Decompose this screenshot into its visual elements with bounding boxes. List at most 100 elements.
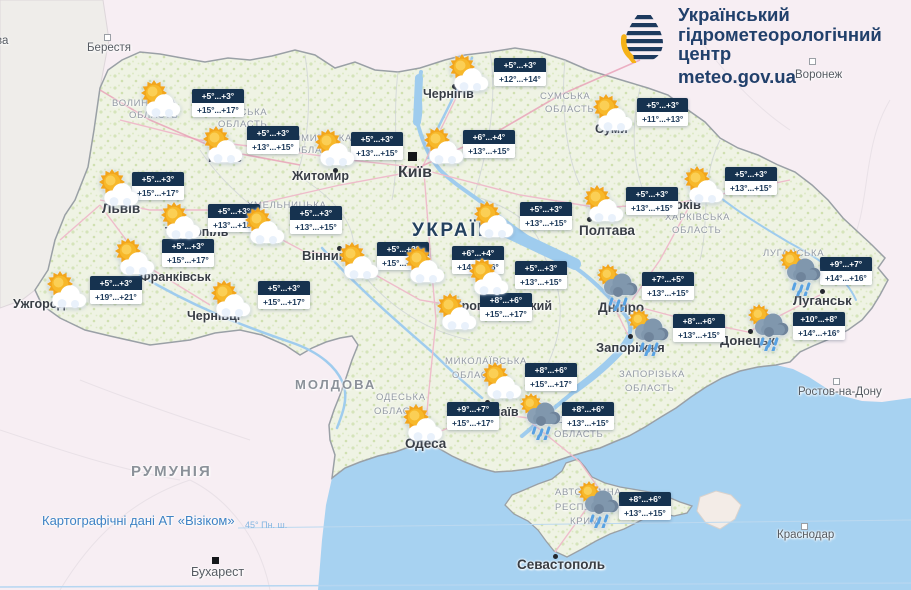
day-temp-range: +13°...+15°: [642, 286, 694, 300]
sun-cloud-icon: [469, 258, 509, 295]
sun-cloud-icon: [405, 246, 445, 283]
weather-icon-crimea: [574, 480, 622, 533]
day-temp-range: +13°...+15°: [520, 216, 572, 230]
night-temp-range: +5°...+3°: [90, 276, 142, 290]
weather-icon-vinnytsia: [334, 240, 382, 287]
day-temp-range: +13°...+15°: [562, 416, 614, 430]
city-label-luhansk: Луганськ: [793, 293, 852, 308]
day-temp-range: +13°...+15°: [351, 146, 403, 160]
night-temp-range: +5°...+3°: [637, 98, 689, 112]
weather-icon-kremenchuk: [464, 256, 512, 303]
city-square-marker: [212, 557, 219, 564]
weather-badge-kharkiv: +5°...+3° +13°...+15°: [725, 167, 777, 195]
weather-badge-dnipro: +7°...+5° +13°...+15°: [642, 272, 694, 300]
city-label-sevastopol: Севастополь: [517, 557, 606, 572]
map-label-fcity: Берестя: [87, 42, 131, 54]
day-temp-range: +15°...+17°: [258, 295, 310, 309]
sun-cloud-icon: [482, 362, 522, 399]
map-label-oblast: СУМСЬКА: [540, 91, 591, 102]
day-temp-range: +13°...+15°: [673, 328, 725, 342]
weather-badge-luhansk: +9°...+7° +14°...+16°: [820, 257, 872, 285]
rain-cloud-icon: [578, 481, 619, 531]
weather-icon-khmelnytskyi: [240, 205, 288, 252]
night-temp-range: +9°...+7°: [820, 257, 872, 271]
day-temp-range: +15°...+17°: [480, 307, 532, 321]
weather-badge-kyiv: +6°...+4° +13°...+15°: [463, 130, 515, 158]
map-label-oblast: ОБЛАСТЬ: [672, 225, 722, 236]
weather-badge-kremenchuk: +5°...+3° +13°...+15°: [515, 261, 567, 289]
city-square-marker: [801, 523, 808, 530]
city-label-kyiv: Київ: [398, 164, 432, 181]
weather-icon-uman: [400, 244, 448, 291]
day-temp-range: +12°...+14°: [494, 72, 546, 86]
weather-badge-chernivtsi: +5°...+3° +15°...+17°: [258, 281, 310, 309]
day-temp-range: +19°...+21°: [90, 290, 142, 304]
day-temp-range: +13°...+15°: [515, 275, 567, 289]
map-label-fcity: Ростов-на-Дону: [798, 386, 882, 398]
sun-cloud-icon: [161, 202, 201, 239]
weather-badge-zaporizhzhia: +8°...+6° +13°...+15°: [673, 314, 725, 342]
map-label-fcity: Краснодар: [777, 529, 835, 541]
country-label-moldova: МОЛДОВА: [295, 377, 377, 392]
weather-badge-ternopil: +5°...+3° +13°...+15°: [208, 204, 260, 232]
city-dot-marker: [820, 289, 825, 294]
night-temp-range: +5°...+3°: [494, 58, 546, 72]
weather-badge-poltava: +5°...+3° +13°...+15°: [626, 187, 678, 215]
rain-cloud-icon: [597, 264, 638, 314]
weather-badge-sumy: +5°...+3° +11°...+13°: [637, 98, 689, 126]
rain-cloud-icon: [748, 304, 789, 354]
day-temp-range: +13°...+15°: [463, 144, 515, 158]
map-label-oblast: ХАРКІВСЬКА: [665, 212, 731, 223]
city-square-marker: [408, 152, 417, 161]
weather-icon-kherson: [516, 392, 564, 445]
city-square-marker: [833, 378, 840, 385]
map-label-oblast: ВОЛИНСЬКА: [112, 98, 177, 109]
night-temp-range: +8°...+6°: [619, 492, 671, 506]
sun-cloud-icon: [437, 293, 477, 330]
weather-icon-zhytomyr: [310, 127, 358, 174]
night-temp-range: +5°...+3°: [258, 281, 310, 295]
night-temp-range: +8°...+6°: [480, 293, 532, 307]
weather-icon-ternopil: [156, 200, 204, 247]
city-square-marker: [104, 34, 111, 41]
night-temp-range: +7°...+5°: [642, 272, 694, 286]
weather-badge-zhytomyr: +5°...+3° +13°...+15°: [351, 132, 403, 160]
night-temp-range: +5°...+3°: [247, 126, 299, 140]
sun-cloud-icon: [211, 280, 251, 317]
map-label-oblast: ОБЛАСТЬ: [554, 429, 604, 440]
map-label-oblast: КРИМ: [570, 516, 600, 527]
sun-cloud-icon: [315, 129, 355, 166]
day-temp-range: +13°...+15°: [247, 140, 299, 154]
weather-badge-uzhhorod: +5°...+3° +19°...+21°: [90, 276, 142, 304]
night-temp-range: +5°...+3°: [132, 172, 184, 186]
map-label-oblast: ХМЕЛЬНИЦЬКА: [247, 200, 327, 211]
weather-icon-cherkasy: [469, 199, 517, 246]
city-dot-marker: [628, 334, 633, 339]
weather-icon-luhansk: [776, 248, 824, 301]
sun-cloud-icon: [141, 80, 181, 117]
sun-cloud-icon: [424, 127, 464, 164]
brand-header: Український гідрометеорологічний центр m…: [621, 5, 882, 86]
day-temp-range: +13°...+15°: [626, 201, 678, 215]
city-square-marker: [809, 58, 816, 65]
map-label-oblast: ОБЛАСТЬ: [545, 104, 595, 115]
weather-badge-mykolaiv: +8°...+6° +15°...+17°: [525, 363, 577, 391]
map-label-fcity: Бухарест: [191, 565, 245, 579]
night-temp-range: +5°...+3°: [208, 204, 260, 218]
city-dot-marker: [587, 217, 592, 222]
weather-badge-rivne: +5°...+3° +13°...+15°: [247, 126, 299, 154]
night-temp-range: +5°...+3°: [290, 206, 342, 220]
weather-icon-kyiv: [419, 125, 467, 172]
brand-title-line3: центр: [678, 43, 732, 64]
weather-icon-uzhhorod: [42, 269, 90, 316]
day-temp-range: +13°...+15°: [619, 506, 671, 520]
rain-cloud-icon: [628, 309, 669, 359]
city-dot-marker: [748, 329, 753, 334]
map-label-fcity: Воронеж: [795, 69, 843, 81]
weather-badge-odesa: +9°...+7° +15°...+17°: [447, 402, 499, 430]
day-temp-range: +15°...+17°: [162, 253, 214, 267]
sun-cloud-icon: [115, 238, 155, 275]
map-label-oblast: ОБЛАСТЬ: [218, 119, 268, 130]
